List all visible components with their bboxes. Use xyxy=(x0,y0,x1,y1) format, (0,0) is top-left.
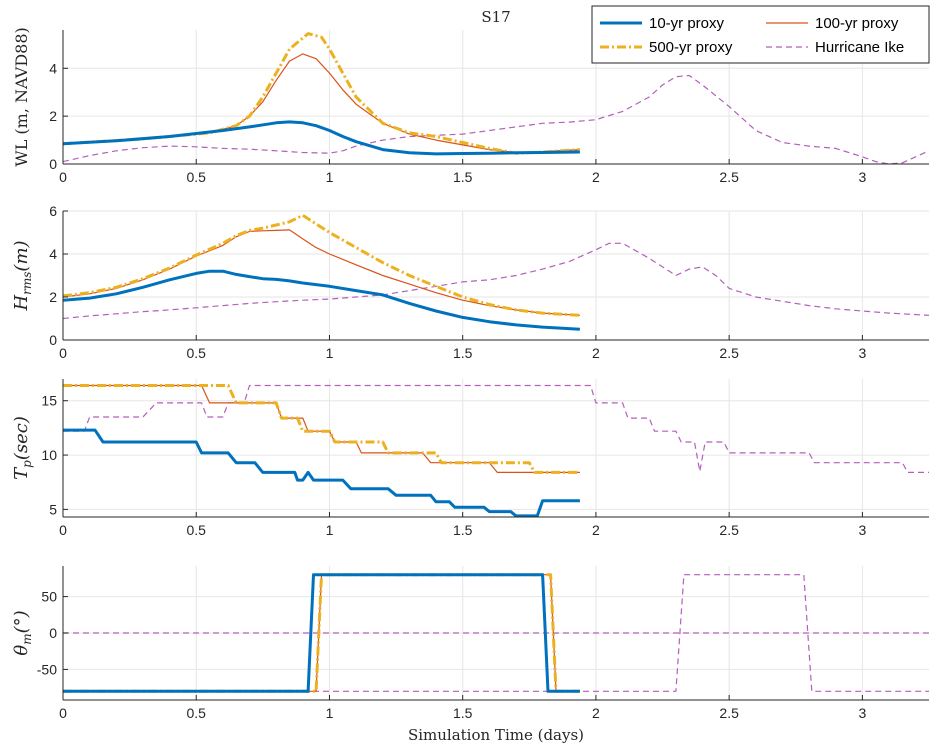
y-axis-label-subscript: m xyxy=(20,633,34,644)
x-tick-label: 1.5 xyxy=(453,169,473,185)
legend-label-p100: 100-yr proxy xyxy=(815,15,899,32)
x-tick-label: 0 xyxy=(59,522,67,538)
x-tick-label: 0.5 xyxy=(186,345,206,361)
y-tick-label: 15 xyxy=(41,393,57,409)
series-line-p500 xyxy=(63,32,580,155)
x-tick-label: 3 xyxy=(858,522,866,538)
series-line-p500 xyxy=(63,213,580,317)
panel-4: 0 0.5 1 1.5 2 2.5 3 -50 0 50 θm(°) xyxy=(11,566,929,721)
y-tick-label: 6 xyxy=(49,203,57,219)
y-axis-label-base: H xyxy=(11,295,32,312)
x-tick-label: 3 xyxy=(858,705,866,721)
chart-title: S17 xyxy=(481,8,510,26)
legend-box xyxy=(591,5,930,64)
x-tick-label: 0.5 xyxy=(186,169,206,185)
series-line-p10 xyxy=(63,120,580,156)
y-axis-label-base: T xyxy=(11,466,32,480)
series-line-p500 xyxy=(63,384,580,474)
y-tick-label: 2 xyxy=(49,289,57,305)
y-axis-label-subscript: p xyxy=(20,460,34,468)
y-tick-label: 5 xyxy=(49,501,57,517)
y-axis-label: θm(°) xyxy=(11,610,34,655)
y-axis-label-suffix: (m) xyxy=(11,240,32,271)
y-tick-label: 0 xyxy=(49,625,57,641)
x-tick-label: 1 xyxy=(326,522,334,538)
x-tick-label: 0.5 xyxy=(186,705,206,721)
y-axis-label-base: θ xyxy=(11,645,32,656)
x-tick-label: 3 xyxy=(858,345,866,361)
legend-label-p10: 10-yr proxy xyxy=(649,15,725,32)
y-axis-label-suffix: (°) xyxy=(11,610,32,633)
y-tick-label: 2 xyxy=(49,108,57,124)
y-tick-label: 4 xyxy=(49,246,57,262)
series-line-ike xyxy=(63,384,929,473)
x-tick-label: 2 xyxy=(592,705,600,721)
x-tick-label: 2.5 xyxy=(719,169,739,185)
x-tick-label: 2 xyxy=(592,522,600,538)
x-tick-label: 2 xyxy=(592,345,600,361)
series-line-p10 xyxy=(63,428,580,517)
series-line-p10 xyxy=(63,269,580,331)
x-tick-label: 0.5 xyxy=(186,522,206,538)
y-tick-label: 50 xyxy=(41,589,57,605)
x-tick-label: 1.5 xyxy=(453,345,473,361)
x-tick-label: 1.5 xyxy=(453,522,473,538)
x-tick-label: 2.5 xyxy=(719,522,739,538)
x-tick-label: 2.5 xyxy=(719,705,739,721)
x-tick-label: 1 xyxy=(326,705,334,721)
x-tick-label: 1.5 xyxy=(453,705,473,721)
y-tick-label: -50 xyxy=(37,661,57,677)
y-tick-label: 4 xyxy=(49,60,57,76)
series-line-p10 xyxy=(63,573,580,693)
x-tick-label: 3 xyxy=(858,169,866,185)
x-tick-label: 2 xyxy=(592,169,600,185)
panel-3: 0 0.5 1 1.5 2 2.5 3 5 10 15 Tp(sec) xyxy=(11,379,929,538)
y-axis-label-subscript: rms xyxy=(20,272,34,295)
series-line-ike xyxy=(63,74,929,164)
x-tick-label: 1 xyxy=(326,345,334,361)
legend-label-ike: Hurricane Ike xyxy=(815,39,904,56)
panel-2: 0 0.5 1 1.5 2 2.5 3 0 2 4 6 Hrms(m) xyxy=(11,203,929,361)
legend: 10-yr proxy 100-yr proxy 500-yr proxy Hurri… xyxy=(591,5,930,64)
series-line-ike xyxy=(63,242,929,320)
y-axis-label: Tp(sec) xyxy=(11,416,34,480)
y-axis-label-suffix: (sec) xyxy=(11,416,32,460)
y-tick-label: 10 xyxy=(41,447,57,463)
y-tick-label: 0 xyxy=(49,332,57,348)
y-tick-label: 0 xyxy=(49,156,57,172)
series-line-p100 xyxy=(63,384,580,473)
y-axis-label: Hrms(m) xyxy=(11,240,34,311)
x-tick-label: 0 xyxy=(59,345,67,361)
x-tick-label: 2.5 xyxy=(719,345,739,361)
x-tick-label: 0 xyxy=(59,169,67,185)
y-axis-label: WL (m, NAVD88) xyxy=(12,27,31,166)
legend-label-p500: 500-yr proxy xyxy=(649,39,733,56)
x-axis-label: Simulation Time (days) xyxy=(408,726,584,744)
x-tick-label: 0 xyxy=(59,705,67,721)
series-line-p100 xyxy=(63,229,580,316)
series-line-p100 xyxy=(63,53,580,154)
x-tick-label: 1 xyxy=(326,169,334,185)
